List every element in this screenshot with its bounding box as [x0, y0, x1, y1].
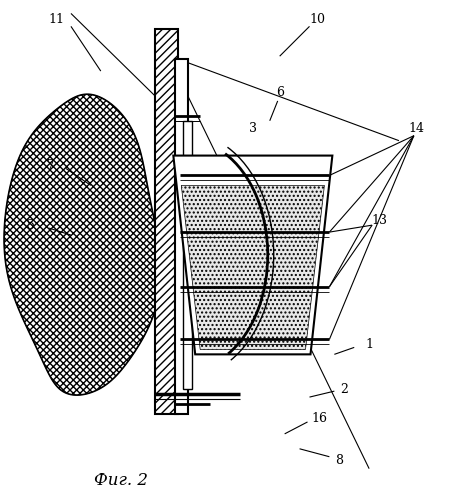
Polygon shape	[175, 59, 188, 414]
Text: 7: 7	[47, 159, 55, 172]
Text: 10: 10	[309, 13, 325, 26]
Polygon shape	[183, 121, 192, 389]
Text: 3: 3	[248, 122, 256, 135]
Text: 8: 8	[334, 454, 343, 467]
Polygon shape	[181, 186, 324, 349]
Text: 2: 2	[339, 383, 348, 396]
Text: 14: 14	[408, 122, 424, 135]
Text: 6: 6	[275, 86, 283, 99]
Text: 16: 16	[311, 413, 327, 426]
Text: 11: 11	[48, 13, 64, 26]
Polygon shape	[4, 94, 161, 395]
Text: Фиг. 2: Фиг. 2	[93, 472, 147, 489]
Polygon shape	[155, 29, 178, 414]
Polygon shape	[173, 156, 332, 354]
Text: 13: 13	[370, 214, 386, 227]
Text: 1: 1	[364, 338, 372, 351]
Text: 5: 5	[27, 219, 35, 232]
